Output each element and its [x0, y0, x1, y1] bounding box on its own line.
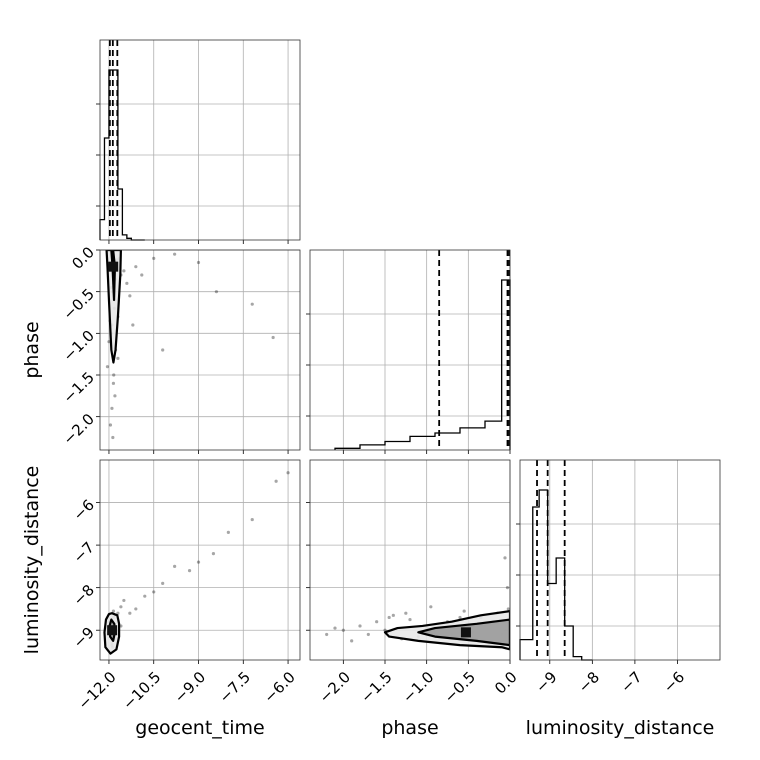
- panel-background: [520, 460, 720, 660]
- contour-outer: [383, 609, 510, 651]
- scatter-point: [152, 256, 156, 260]
- scatter-point: [350, 639, 354, 643]
- scatter-point: [111, 609, 116, 613]
- scatter-point: [375, 620, 379, 624]
- panel-content: [103, 471, 290, 655]
- scatter-point: [116, 356, 120, 360]
- scatter-point: [131, 323, 135, 327]
- scatter-point: [366, 632, 370, 637]
- scatter-point: [187, 569, 192, 573]
- contour-outer: [103, 612, 121, 655]
- scatter-point: [250, 302, 254, 306]
- histogram-panel-phase: [306, 249, 511, 454]
- scatter-point: [196, 260, 201, 265]
- panel-border: [99, 249, 301, 451]
- density-fill-outer: [106, 250, 121, 363]
- scatter-point: [429, 605, 433, 609]
- scatter-point: [111, 435, 115, 440]
- panel-background: [310, 250, 510, 450]
- scatter-point: [113, 394, 117, 398]
- scatter-point: [152, 590, 156, 594]
- density-peak-marker: [460, 627, 471, 638]
- panel-border: [519, 459, 721, 661]
- scatter-point: [333, 626, 337, 630]
- density-peak-marker: [107, 625, 118, 636]
- scatter-point: [116, 611, 120, 615]
- panel-background: [100, 460, 300, 660]
- scatter-point: [128, 611, 132, 615]
- scatter-point: [358, 624, 362, 628]
- scatter-point: [387, 615, 391, 620]
- scatter-point: [122, 598, 126, 603]
- scatter-point: [105, 365, 110, 369]
- scatter-panel-geocent-time-vs-phase: −2.0−1.5−1.0−0.50.0: [60, 243, 301, 454]
- scatter-point: [107, 340, 111, 344]
- y-axis-label-phase: phase: [21, 321, 43, 378]
- scatter-panel-phase-vs-luminosity-distance: −2.0 −1.5 −1.0 −0.5 0.0: [306, 459, 521, 707]
- scatter-point: [161, 348, 165, 352]
- panels-layer: −9 −8 −7 −6−2.0−1.5−1.0−0.50.0−12.0 −10.5 −9.…: [60, 39, 721, 713]
- scatter-point: [111, 381, 116, 385]
- scatter-point: [196, 560, 201, 564]
- contour-inner: [417, 618, 510, 647]
- panel-border: [309, 459, 511, 661]
- scatter-point: [462, 609, 466, 613]
- x-axis-label-geocent-time: geocent_time: [135, 717, 264, 739]
- panel-background: [100, 40, 300, 240]
- scatter-point: [274, 479, 278, 483]
- scatter-point: [173, 252, 177, 256]
- scatter-point: [404, 611, 408, 615]
- scatter-point: [211, 552, 216, 556]
- scatter-point: [325, 632, 329, 637]
- panel-border: [99, 459, 301, 661]
- scatter-point: [173, 564, 177, 568]
- histogram-panel-luminosity-distance: −9 −8 −7 −6: [516, 459, 721, 696]
- density-peak-marker: [108, 261, 119, 272]
- x-axis-label-phase: phase: [381, 717, 438, 739]
- panel-background: [100, 250, 300, 450]
- scatter-point: [505, 586, 510, 590]
- y-axis-label-luminosity-distance: luminosity_distance: [21, 466, 43, 655]
- scatter-point: [128, 294, 132, 298]
- scatter-point: [108, 423, 113, 427]
- histogram-panel-geocent-time: [96, 39, 301, 244]
- x-axis-label-luminosity-distance: luminosity_distance: [526, 717, 715, 739]
- scatter-point: [458, 615, 462, 620]
- panel-border: [309, 249, 511, 451]
- panel-content: [325, 556, 510, 651]
- scatter-point: [112, 373, 116, 377]
- scatter-point: [286, 471, 290, 475]
- histogram-step: [519, 489, 593, 661]
- scatter-point: [134, 265, 138, 269]
- scatter-point: [143, 594, 147, 598]
- scatter-point: [408, 617, 412, 622]
- panel-border: [99, 39, 301, 241]
- contour-outer: [105, 250, 122, 364]
- scatter-point: [341, 628, 345, 632]
- panel-content: [105, 250, 275, 440]
- scatter-point: [140, 273, 144, 277]
- scatter-point: [506, 607, 510, 611]
- scatter-point: [391, 613, 395, 617]
- scatter-point: [250, 517, 254, 522]
- scatter-point: [110, 406, 114, 410]
- scatter-point: [503, 556, 507, 560]
- scatter-point: [214, 290, 219, 294]
- scatter-point: [161, 581, 165, 586]
- scatter-point: [125, 281, 129, 285]
- scatter-point: [122, 269, 126, 273]
- scatter-point: [134, 607, 138, 611]
- axis-labels-layer: geocent_time phase luminosity_distance p…: [21, 321, 714, 739]
- scatter-point: [271, 335, 275, 340]
- histogram-step: [334, 279, 511, 450]
- scatter-point: [226, 530, 230, 534]
- scatter-point: [119, 605, 123, 609]
